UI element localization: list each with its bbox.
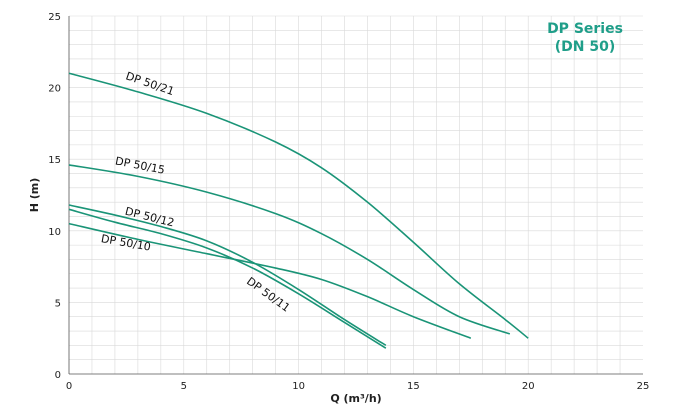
chart-subtitle: (DN 50) (555, 39, 616, 55)
grid (69, 15, 643, 374)
y-axis-title: H (m) (28, 178, 41, 213)
x-axis-title: Q (m³/h) (330, 392, 381, 405)
y-tick-label: 15 (48, 155, 61, 166)
series-line-dp-50-21 (68, 72, 529, 339)
y-tick-label: 0 (55, 370, 61, 381)
y-tick-label: 10 (48, 227, 61, 238)
x-tick-label: 0 (66, 381, 72, 392)
series-line-dp-50-11 (68, 208, 387, 349)
series-label-dp-50-21: DP 50/21 (124, 69, 176, 98)
x-tick-label: 5 (181, 381, 187, 392)
x-tick-label: 10 (292, 381, 305, 392)
axes (68, 16, 643, 375)
x-tick-label: 15 (407, 381, 420, 392)
y-tick-label: 25 (48, 12, 61, 23)
chart-title: DP Series (547, 21, 623, 37)
x-tick-label: 20 (522, 381, 535, 392)
series-line-dp-50-15 (68, 164, 511, 335)
series-line-dp-50-10 (68, 222, 472, 339)
y-tick-label: 20 (48, 84, 61, 95)
series-label-dp-50-10: DP 50/10 (100, 232, 152, 254)
series-lines (68, 72, 529, 349)
series-line-dp-50-12 (68, 204, 387, 347)
y-tick-label: 5 (55, 298, 61, 309)
y-tick-labels: 0 5 10 15 20 25 (48, 12, 61, 381)
x-tick-label: 25 (637, 381, 650, 392)
x-tick-labels: 0 5 10 15 20 25 (66, 381, 650, 392)
